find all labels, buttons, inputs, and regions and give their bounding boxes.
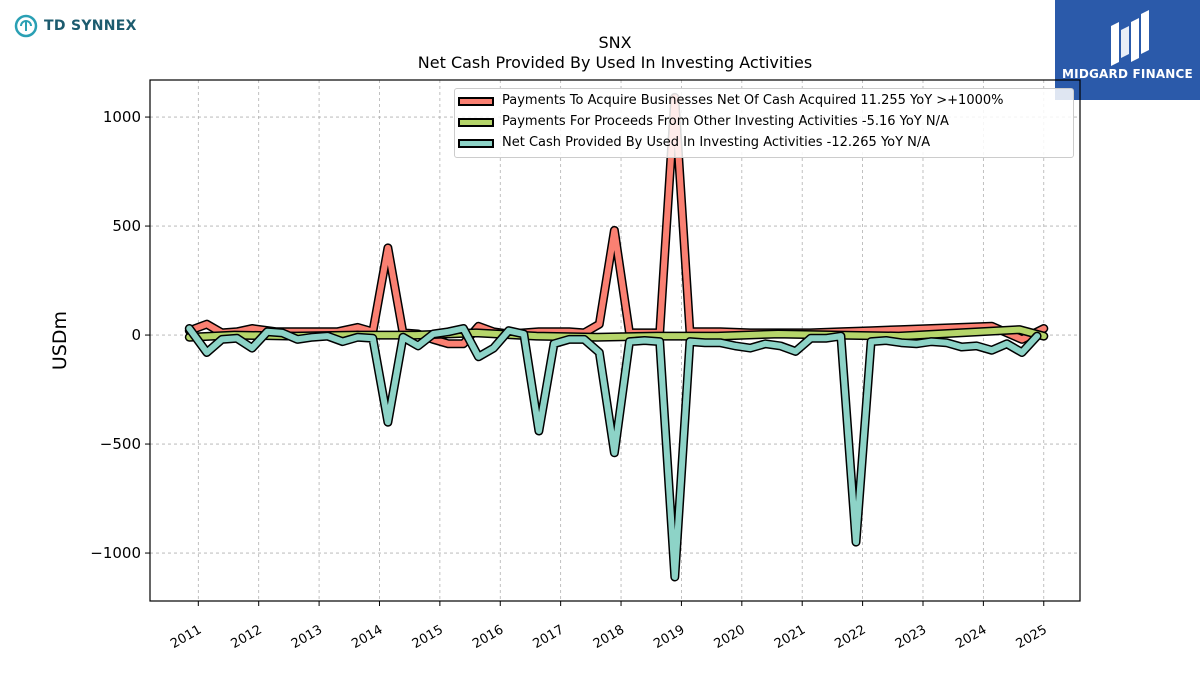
chart-title: SNX — [598, 33, 632, 52]
y-tick-label: 0 — [131, 326, 141, 344]
legend-swatch-acquisitions — [458, 97, 494, 106]
x-tick-label: 2018 — [591, 622, 627, 652]
x-tick-label: 2022 — [832, 622, 868, 652]
x-tick-label: 2015 — [410, 622, 446, 652]
x-tick-label: 2016 — [470, 622, 506, 652]
legend-label-net-investing: Net Cash Provided By Used In Investing A… — [502, 135, 931, 150]
y-tick-label: −500 — [100, 435, 141, 453]
legend-swatch-other-investing — [458, 118, 494, 127]
x-tick-label: 2013 — [289, 622, 325, 652]
company-logo: TD SYNNEX — [14, 14, 137, 38]
x-tick-label: 2020 — [712, 622, 748, 652]
x-tick-label: 2012 — [229, 622, 265, 652]
x-tick-label: 2023 — [893, 622, 929, 652]
x-tick-label: 2014 — [349, 622, 385, 652]
brand-logo: MIDGARD FINANCE — [1055, 0, 1200, 100]
legend-swatch-net-investing — [458, 139, 494, 148]
y-axis-label: USDm — [49, 311, 71, 370]
legend-label-acquisitions: Payments To Acquire Businesses Net Of Ca… — [502, 93, 1004, 108]
plot-frame — [149, 79, 1081, 602]
chart-legend: Payments To Acquire Businesses Net Of Ca… — [454, 88, 1074, 158]
y-tick-label: 1000 — [103, 108, 141, 126]
chart-subtitle: Net Cash Provided By Used In Investing A… — [417, 53, 813, 72]
x-tick-label: 2021 — [772, 622, 808, 652]
legend-label-other-investing: Payments For Proceeds From Other Investi… — [502, 114, 949, 129]
y-tick-label: 500 — [112, 217, 141, 235]
x-tick-label: 2011 — [168, 622, 204, 652]
x-tick-label: 2019 — [651, 622, 687, 652]
company-logo-text: TD SYNNEX — [44, 18, 137, 34]
company-logo-icon — [14, 14, 38, 38]
brand-logo-text: MIDGARD FINANCE — [1062, 67, 1193, 81]
series-line-2 — [186, 325, 1041, 580]
y-tick-label: −1000 — [90, 544, 141, 562]
x-tick-label: 2025 — [1014, 622, 1050, 652]
brand-logo-icon — [1111, 10, 1149, 66]
x-tick-label: 2024 — [953, 622, 989, 652]
x-tick-label: 2017 — [530, 622, 566, 652]
